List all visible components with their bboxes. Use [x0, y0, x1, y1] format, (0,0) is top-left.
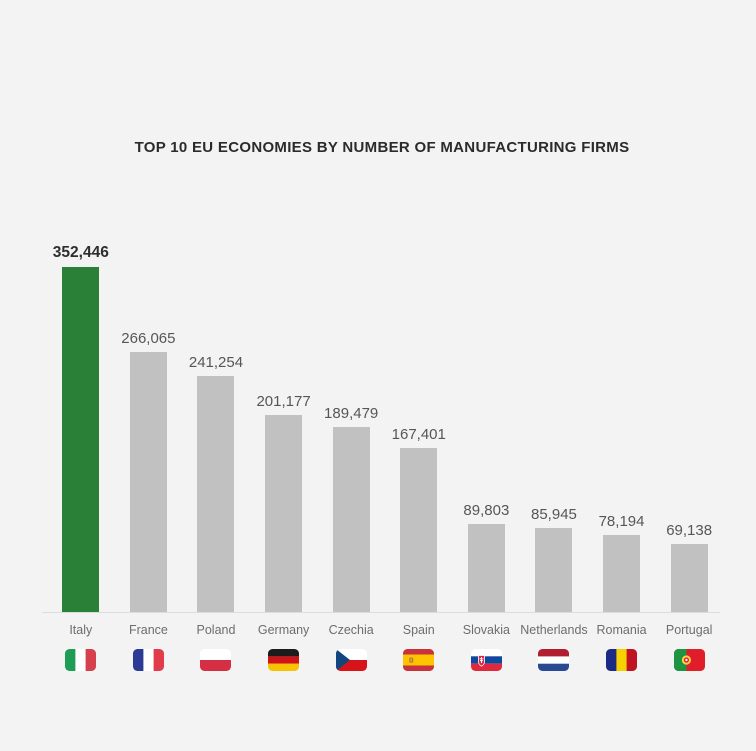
netherlands-flag-icon — [538, 649, 570, 671]
poland-flag-icon — [200, 649, 232, 671]
value-label-spain: 167,401 — [391, 426, 446, 443]
flag-cell-netherlands — [520, 649, 588, 671]
slovakia-flag-icon — [470, 649, 502, 671]
flag-cell-slovakia — [453, 649, 521, 671]
flag-cell-germany — [250, 649, 318, 671]
category-label-poland: Poland — [196, 623, 236, 637]
category-label-slovakia: Slovakia — [462, 623, 510, 637]
bar-column-germany: 201,177 — [250, 0, 318, 612]
value-label-slovakia: 89,803 — [463, 502, 510, 519]
czechia-flag-icon — [335, 649, 367, 671]
category-label-portugal: Portugal — [665, 623, 713, 637]
bar-column-netherlands: 85,945 — [520, 0, 588, 612]
romania-flag-icon — [606, 649, 638, 671]
bar-column-portugal: 69,138 — [655, 0, 723, 612]
bar-italy — [62, 267, 100, 612]
category-label-czechia: Czechia — [328, 623, 374, 637]
flag-cell-romania — [588, 649, 656, 671]
bar-germany — [265, 415, 303, 612]
value-label-czechia: 189,479 — [324, 405, 379, 422]
value-label-romania: 78,194 — [598, 513, 645, 530]
portugal-flag-icon — [673, 649, 705, 671]
germany-flag-icon — [268, 649, 300, 671]
category-label-netherlands: Netherlands — [520, 623, 588, 637]
x-axis-line — [42, 612, 720, 613]
italy-flag-icon — [65, 649, 97, 671]
spain-flag-icon — [403, 649, 435, 671]
bar-column-poland: 241,254 — [182, 0, 250, 612]
bar-column-france: 266,065 — [115, 0, 183, 612]
flags-row — [47, 649, 723, 671]
france-flag-icon — [132, 649, 164, 671]
bar-column-italy: 352,446 — [47, 0, 115, 612]
bar-column-slovakia: 89,803 — [453, 0, 521, 612]
bar-netherlands — [535, 528, 573, 612]
value-label-netherlands: 85,945 — [531, 506, 577, 523]
category-label-germany: Germany — [257, 623, 310, 637]
bar-czechia — [332, 427, 370, 612]
category-labels-row: Italy France Poland Germany Czechia Spain Slov… — [47, 623, 723, 637]
flag-cell-spain — [385, 649, 453, 671]
bar-column-romania: 78,194 — [588, 0, 656, 612]
bar-slovakia — [467, 524, 505, 612]
bar-portugal — [670, 544, 708, 612]
bar-france — [129, 352, 167, 612]
bar-poland — [197, 376, 235, 612]
category-label-italy: Italy — [69, 623, 93, 637]
bar-column-czechia: 189,479 — [317, 0, 385, 612]
value-label-poland: 241,254 — [188, 354, 244, 371]
category-label-france: France — [128, 623, 168, 637]
flag-cell-poland — [182, 649, 250, 671]
chart-title: TOP 10 EU ECONOMIES BY NUMBER OF MANUFAC… — [134, 139, 630, 156]
flag-cell-czechia — [317, 649, 385, 671]
value-label-germany: 201,177 — [256, 393, 311, 410]
category-label-romania: Romania — [596, 623, 647, 637]
value-label-france: 266,065 — [121, 330, 176, 347]
bar-spain — [400, 448, 438, 612]
plot-area: 352,446 266,065 241,254 201,177 189,479 167,4… — [47, 0, 723, 612]
value-label-italy: 352,446 — [52, 244, 109, 261]
bar-column-spain: 167,401 — [385, 0, 453, 612]
value-label-portugal: 69,138 — [666, 522, 713, 539]
flag-cell-france — [115, 649, 183, 671]
flag-cell-portugal — [655, 649, 723, 671]
bar-romania — [603, 535, 641, 612]
flag-cell-italy — [47, 649, 115, 671]
category-label-spain: Spain — [402, 623, 435, 637]
